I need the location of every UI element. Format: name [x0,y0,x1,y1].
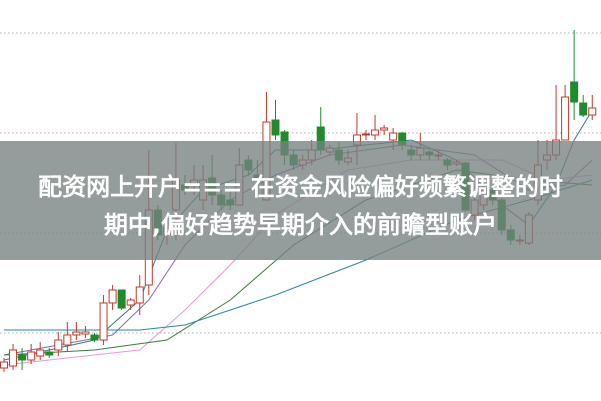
headline-line-1: 配资网上开户=== 在资金风险偏好频繁调整的时 [38,173,563,201]
candle-body [9,349,18,367]
candle-body [36,349,45,357]
candle-body [135,286,144,304]
candle-body [579,102,588,116]
candle-body [90,334,99,341]
candle-body [54,339,63,351]
candle-body [117,289,126,309]
candle-body [108,289,117,304]
candle-body [81,331,90,335]
candle-body [0,361,8,369]
candle-body [380,127,389,131]
candle-body [561,96,570,141]
candle-body [570,81,579,103]
candle-body [45,351,54,356]
candle-body [63,334,72,346]
candle-body [126,299,135,306]
headline-banner: 配资网上开户=== 在资金风险偏好频繁调整的时 期中,偏好趋势早期介入的前瞻型账… [0,141,601,260]
candle-body [27,351,36,361]
candle-body [389,132,398,141]
candle-body [72,331,81,336]
candle-body [588,107,597,116]
candle-body [271,119,280,136]
candle-body [371,129,380,136]
candle-body [18,354,27,361]
candle-body [99,302,108,341]
headline-line-2: 期中,偏好趋势早期介入的前瞻型账户 [103,211,498,239]
candle-body [362,133,370,136]
